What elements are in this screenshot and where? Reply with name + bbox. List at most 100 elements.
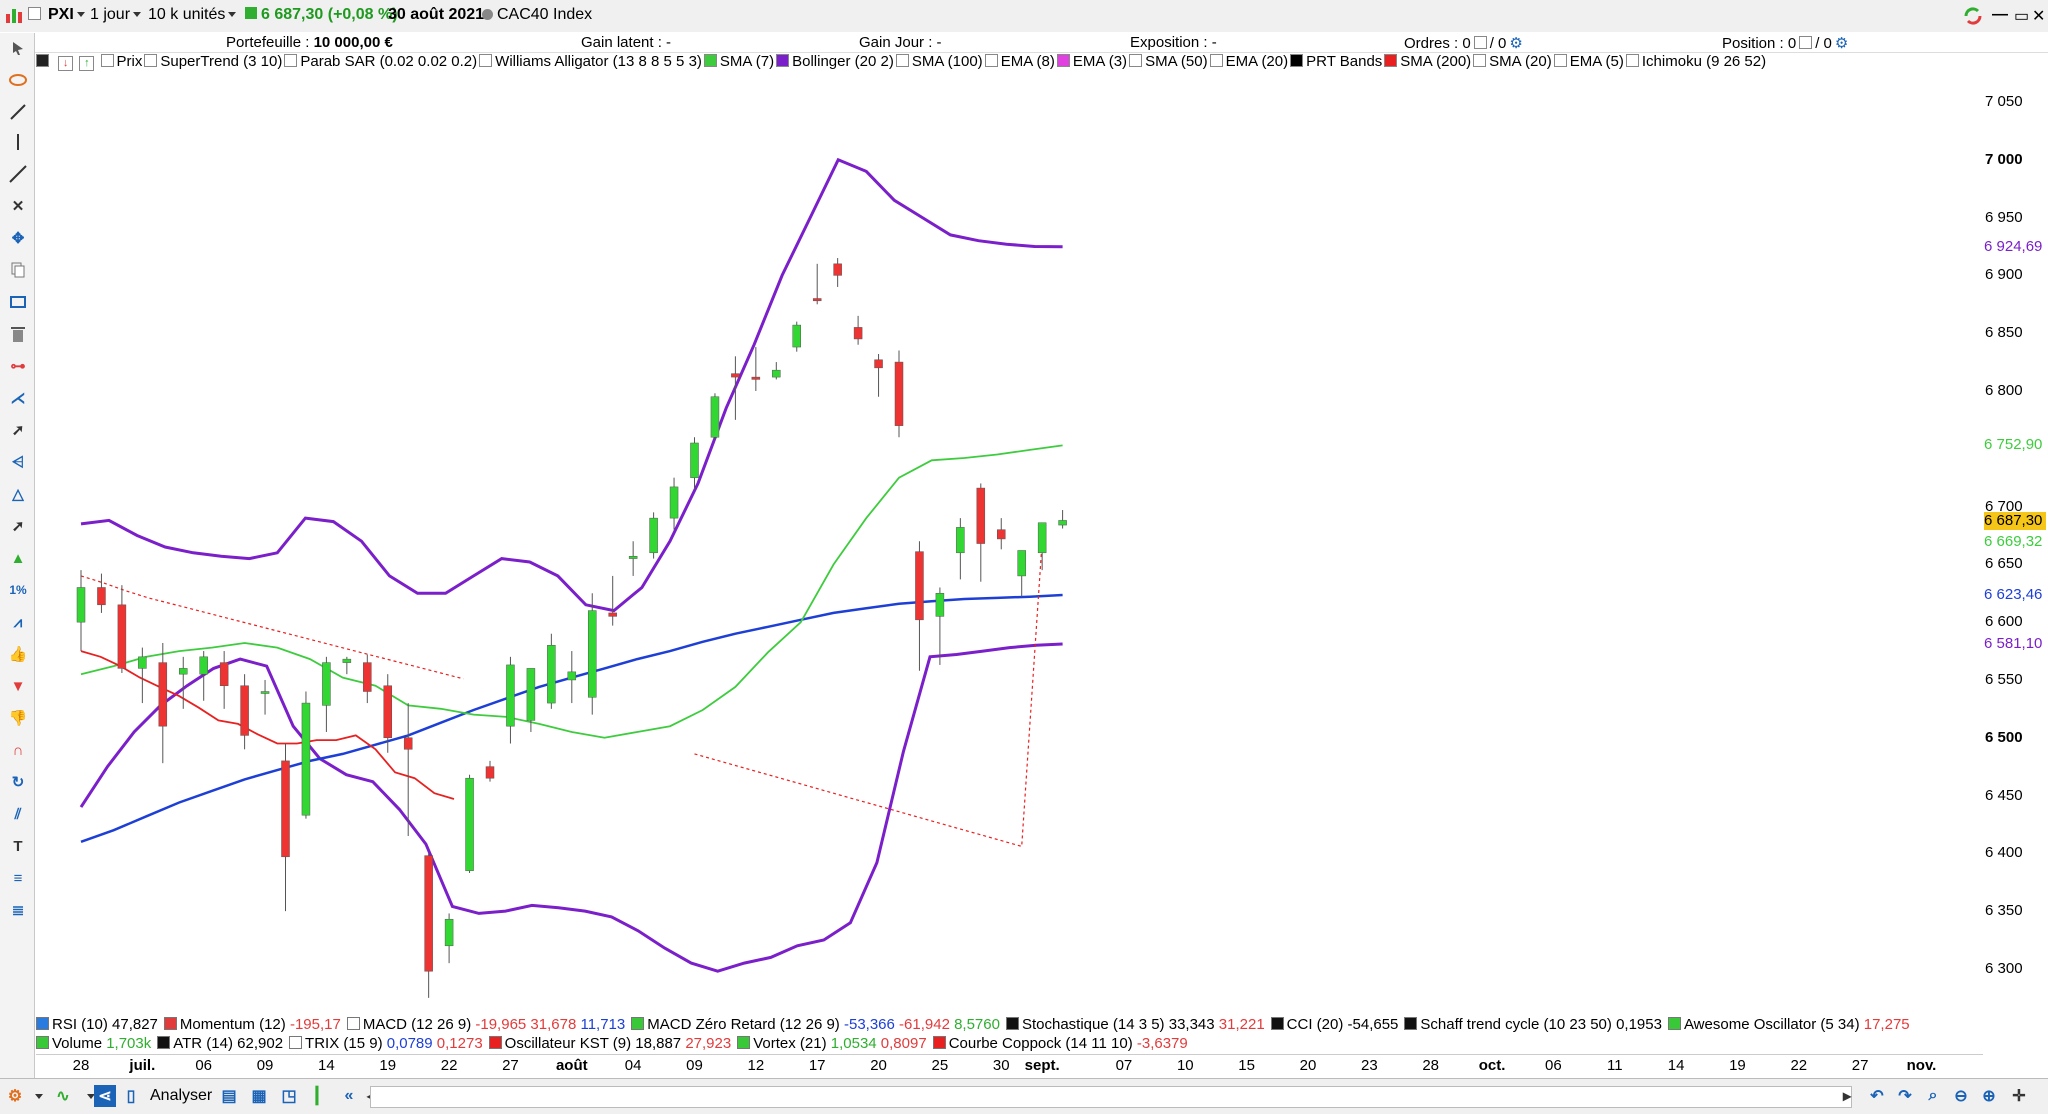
- undo-icon[interactable]: ↶: [1870, 1088, 1884, 1105]
- move-icon[interactable]: ✥: [11, 230, 25, 247]
- sell-arrow-icon[interactable]: ▼: [10, 677, 26, 695]
- comment-icon[interactable]: ▤: [221, 1088, 237, 1105]
- candles-icon[interactable]: ┃: [312, 1088, 322, 1105]
- redo-icon[interactable]: ↷: [1898, 1088, 1912, 1105]
- copy-icon[interactable]: [7, 259, 29, 281]
- horizontal-line-icon[interactable]: ⊶: [10, 358, 26, 375]
- indicator-item[interactable]: Awesome Oscillator (5 34) 17,275: [1667, 1016, 1910, 1033]
- legend-window-icon[interactable]: [36, 53, 52, 70]
- legend-up-icon[interactable]: ↑: [79, 53, 95, 71]
- percent-icon[interactable]: 1%: [9, 583, 27, 597]
- legend-item[interactable]: SMA (7): [703, 53, 774, 70]
- indicator-icon[interactable]: ∿: [56, 1088, 70, 1105]
- price-chart[interactable]: [36, 73, 1983, 1016]
- legend-item[interactable]: EMA (8): [984, 53, 1055, 70]
- arrow-icon[interactable]: ➚: [11, 422, 25, 439]
- legend-item[interactable]: EMA (5): [1553, 53, 1624, 70]
- window-icon[interactable]: ◳: [281, 1088, 297, 1105]
- indicator-item[interactable]: CCI (20) -54,655: [1270, 1016, 1398, 1033]
- legend-down-icon[interactable]: ↓: [58, 53, 74, 71]
- indicator-item[interactable]: Momentum (12) -195,17: [163, 1016, 341, 1033]
- vertical-line-icon[interactable]: [7, 131, 29, 153]
- text-settings-icon[interactable]: ≡: [13, 869, 23, 887]
- minimize-button[interactable]: —: [1992, 6, 2008, 23]
- units-selector[interactable]: 10 k unités: [148, 6, 237, 24]
- maximize-button[interactable]: ▭: [2014, 8, 2030, 25]
- close-button[interactable]: ✕: [2032, 8, 2046, 25]
- legend-item[interactable]: SuperTrend (3 10): [144, 53, 282, 70]
- legend-item[interactable]: EMA (20): [1209, 53, 1288, 70]
- refresh-icon[interactable]: [1962, 5, 1984, 32]
- rectangle-icon[interactable]: [7, 291, 29, 313]
- legend-item[interactable]: Williams Alligator (13 8 8 5 5 3): [479, 53, 702, 70]
- price-tick-label: 7 000: [1985, 150, 2023, 168]
- indicator-item[interactable]: Schaff trend cycle (10 23 50) 0,1953: [1404, 1016, 1662, 1033]
- horizontal-scrollbar[interactable]: [370, 1086, 1852, 1108]
- legend-item[interactable]: EMA (3): [1056, 53, 1127, 70]
- triangle-icon[interactable]: △: [12, 486, 24, 503]
- thumbs-down-icon[interactable]: 👎: [8, 710, 28, 727]
- value-tag: 6 623,46: [1984, 586, 2046, 605]
- indicator-item[interactable]: MACD Zéro Retard (12 26 9) -53,366 -61,9…: [631, 1016, 1000, 1033]
- ellipse-icon[interactable]: [7, 69, 29, 91]
- fibonacci-fan-icon[interactable]: ⋌: [10, 390, 26, 407]
- indicator-item[interactable]: TRIX (15 9) 0,0789 0,1273: [289, 1035, 483, 1052]
- symbol-checkbox[interactable]: [28, 6, 44, 24]
- legend-item[interactable]: PRT Bands: [1290, 53, 1382, 70]
- dropdown-icon[interactable]: [26, 1085, 48, 1107]
- buy-arrow-icon[interactable]: ▲: [10, 549, 26, 567]
- indicator-item[interactable]: MACD (12 26 9) -19,965 31,678 11,713: [346, 1016, 625, 1033]
- indicator-item[interactable]: Oscillateur KST (9) 18,887 27,923: [488, 1035, 731, 1052]
- crosshair-icon[interactable]: ✕: [11, 198, 25, 215]
- crosshair-cursor-icon[interactable]: ✛: [2012, 1088, 2026, 1105]
- legend-swatch: [1056, 54, 1070, 67]
- analyser-button[interactable]: Analyser: [150, 1087, 213, 1104]
- legend-label: Parab SAR (0.02 0.02 0.2): [300, 53, 478, 70]
- calendar-icon[interactable]: ▦: [251, 1088, 267, 1105]
- indicator-item[interactable]: Vortex (21) 1,0534 0,8097: [737, 1035, 927, 1052]
- gear-icon[interactable]: ⚙: [1834, 35, 1849, 52]
- indicator-item[interactable]: RSI (10) 47,827: [36, 1016, 158, 1033]
- symbol-selector[interactable]: PXI: [48, 6, 85, 24]
- share-icon[interactable]: ⋖: [94, 1085, 116, 1107]
- legend-item[interactable]: SMA (100): [895, 53, 983, 70]
- indicator-item[interactable]: ATR (14) 62,902: [157, 1035, 283, 1052]
- indicator-item[interactable]: Volume 1,703k: [36, 1035, 151, 1052]
- indicator-swatch: [346, 1017, 360, 1030]
- gear-icon[interactable]: ⚙: [1509, 35, 1523, 52]
- rewind-icon[interactable]: «: [344, 1087, 354, 1104]
- scroll-right-icon[interactable]: ▸: [1842, 1088, 1852, 1105]
- magnet-icon[interactable]: ∩: [12, 741, 24, 759]
- legend-item[interactable]: Bollinger (20 2): [776, 53, 894, 70]
- legend-item[interactable]: Parab SAR (0.02 0.02 0.2): [284, 53, 477, 70]
- pointer-icon[interactable]: [7, 37, 29, 59]
- period-selector[interactable]: 1 jour: [90, 6, 142, 24]
- list-settings-icon[interactable]: ≣: [11, 902, 25, 919]
- segment-icon[interactable]: [7, 101, 29, 123]
- ray-icon[interactable]: ➚: [11, 518, 25, 535]
- trend-line-icon[interactable]: [7, 163, 29, 185]
- panel-icon[interactable]: ▯: [126, 1088, 136, 1105]
- legend-item[interactable]: Ichimoku (9 26 52): [1625, 53, 1766, 70]
- andrews-pitchfork-icon[interactable]: ⩘: [13, 613, 23, 631]
- indicator-item[interactable]: Stochastique (14 3 5) 33,343 31,221: [1005, 1016, 1265, 1033]
- fibonacci-retracement-icon[interactable]: ⩤: [11, 453, 24, 471]
- supertrend-red-line: [80, 575, 464, 680]
- zoom-fit-icon[interactable]: ⌕: [1928, 1087, 1938, 1104]
- zoom-in-icon[interactable]: ⊕: [1982, 1088, 1996, 1105]
- text-tool-icon[interactable]: T: [13, 837, 23, 855]
- indicator-value: 31,678: [530, 1016, 581, 1033]
- legend-item[interactable]: SMA (20): [1473, 53, 1552, 70]
- indicator-item[interactable]: Courbe Coppock (14 11 10) -3,6379: [932, 1035, 1188, 1052]
- legend-item[interactable]: SMA (50): [1129, 53, 1208, 70]
- dropdown-icon[interactable]: [78, 1085, 100, 1107]
- rotate-icon[interactable]: ↻: [11, 774, 25, 791]
- legend-item[interactable]: SMA (200): [1384, 53, 1471, 70]
- trash-icon[interactable]: [7, 323, 29, 345]
- thumbs-up-icon[interactable]: 👍: [8, 646, 28, 663]
- settings-icon[interactable]: ⚙: [7, 1088, 23, 1105]
- zoom-out-icon[interactable]: ⊖: [1954, 1088, 1968, 1105]
- indicator-name: Momentum (12): [179, 1016, 290, 1033]
- gann-fan-icon[interactable]: ⫽: [14, 805, 22, 823]
- legend-item[interactable]: Prix: [100, 53, 142, 70]
